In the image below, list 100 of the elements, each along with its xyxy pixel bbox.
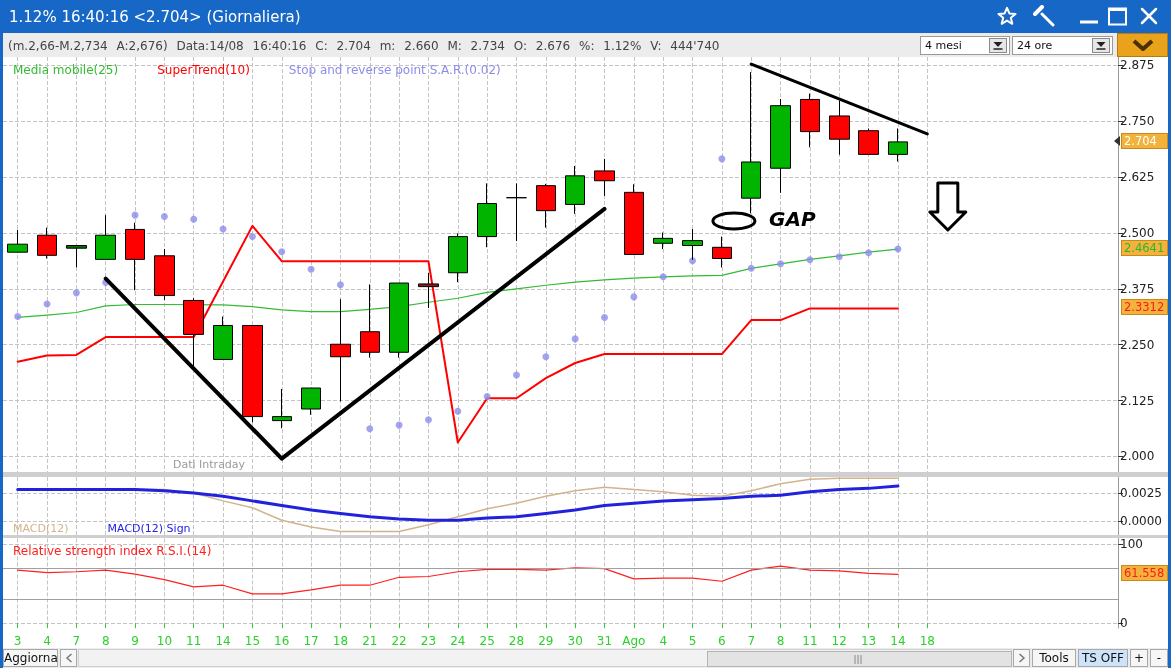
x-tick-label: 9	[131, 634, 139, 648]
x-tick-label: 28	[508, 634, 525, 648]
price-tag: 2.704	[1121, 133, 1168, 149]
y-tick-label: 0.0000	[1120, 514, 1162, 529]
candlestick	[888, 127, 908, 163]
point	[835, 253, 843, 261]
x-tick-label: 18	[332, 634, 349, 648]
x-tick-label: 29	[538, 634, 554, 648]
y-tick-label: 2.125	[1120, 393, 1155, 408]
x-tick-label: 21	[362, 634, 378, 648]
x-tick-label: 8	[776, 634, 785, 648]
point	[601, 313, 609, 321]
button: Aggiorna	[3, 649, 58, 667]
x-tick-label: 6	[718, 634, 726, 648]
candlestick	[712, 236, 732, 268]
candlestick	[448, 232, 468, 283]
button: +	[1130, 649, 1148, 667]
candlestick	[800, 93, 820, 148]
candlestick	[506, 182, 527, 242]
point	[542, 353, 550, 361]
y-tick-label: 2.500	[1120, 226, 1155, 241]
y-tick-label: 2.625	[1120, 170, 1155, 185]
x-tick-label: 11	[186, 634, 202, 648]
x-tick-label: 22	[391, 634, 407, 648]
point	[659, 273, 667, 281]
point	[483, 393, 491, 400]
x-tick-label: 31	[596, 634, 613, 648]
candlestick	[594, 158, 615, 197]
point	[278, 248, 286, 256]
chart-subtitle: (m.2,66-M.2,734 A:2,676) Data:14/08 16:40:16 C: 2.704 m: 2.660 M: 2.734 O: 2.676 %: 1.12% V: 444'740	[8, 39, 720, 53]
point	[395, 421, 403, 429]
text: Media mobile(25)	[13, 63, 119, 77]
y-tick-label: 2.875	[1120, 58, 1155, 73]
x-tick-label: 4	[43, 634, 51, 648]
point	[718, 155, 726, 163]
y-tick-label: 0	[1120, 616, 1128, 631]
candlestick	[330, 298, 351, 402]
price-tag: 2.3312	[1121, 299, 1168, 315]
point	[806, 256, 814, 264]
candlestick	[272, 388, 292, 429]
line-series	[17, 565, 899, 595]
candlestick	[95, 214, 116, 260]
candlestick	[477, 182, 497, 248]
annotation: GAP	[769, 207, 816, 231]
x-tick-label: 3	[13, 634, 22, 648]
point	[630, 293, 638, 301]
button: Tools	[1032, 649, 1076, 667]
chart-title: 1.12% 16:40:16 <2.704> (Giornaliera)	[9, 8, 301, 26]
point	[747, 264, 755, 272]
y-tick-label: 100	[1120, 537, 1143, 551]
point	[307, 265, 315, 273]
candlestick	[418, 272, 439, 309]
point	[777, 260, 785, 268]
y-tick-label: 2.750	[1120, 114, 1155, 129]
point	[424, 416, 432, 424]
point	[72, 289, 80, 297]
x-tick-label: 10	[156, 634, 173, 648]
text: Stop and reverse point S.A.R.(0.02)	[288, 63, 501, 77]
y-tick-label: 2.000	[1120, 449, 1155, 464]
candlestick	[653, 232, 673, 250]
y-tick-label: 2.375	[1120, 281, 1155, 296]
candlestick	[125, 222, 145, 291]
point	[190, 215, 198, 223]
candlestick	[624, 183, 644, 255]
candlestick	[242, 324, 263, 423]
x-tick-label: Ago	[622, 634, 646, 648]
x-tick-label: 18	[919, 634, 935, 648]
candlestick	[360, 283, 380, 359]
button: -	[1150, 649, 1168, 667]
candlestick	[301, 387, 321, 416]
x-tick-label: 24	[450, 634, 466, 648]
x-tick-label: 5	[688, 634, 697, 648]
x-tick-label: 30	[567, 634, 583, 648]
y-tick-label: 2.250	[1120, 337, 1155, 352]
line-series	[16, 224, 899, 444]
candlestick	[536, 183, 556, 229]
y-tick-label: 0.0025	[1120, 485, 1162, 500]
candlestick	[565, 165, 585, 215]
candlestick	[213, 316, 233, 360]
button: TS OFF	[1078, 649, 1128, 667]
candlestick	[154, 248, 175, 301]
text: SuperTrend(10)	[157, 63, 250, 77]
point	[454, 407, 462, 415]
x-tick-label: 12	[831, 634, 847, 648]
x-tick-label: 17	[303, 634, 319, 648]
point	[689, 257, 697, 265]
point	[248, 233, 256, 241]
point	[160, 212, 168, 220]
price-tag: 2.4641	[1121, 240, 1168, 256]
text: MACD(12)	[13, 522, 69, 535]
candlestick	[183, 297, 204, 368]
point	[512, 371, 520, 379]
candlestick	[7, 229, 28, 253]
x-tick-label: 14	[890, 634, 906, 648]
x-tick-label: 15	[244, 634, 261, 648]
candlestick	[66, 245, 87, 268]
candlestick	[389, 282, 409, 359]
text: MACD(12) Sign	[107, 522, 191, 535]
x-tick-label: 7	[72, 634, 81, 648]
point	[14, 313, 22, 321]
